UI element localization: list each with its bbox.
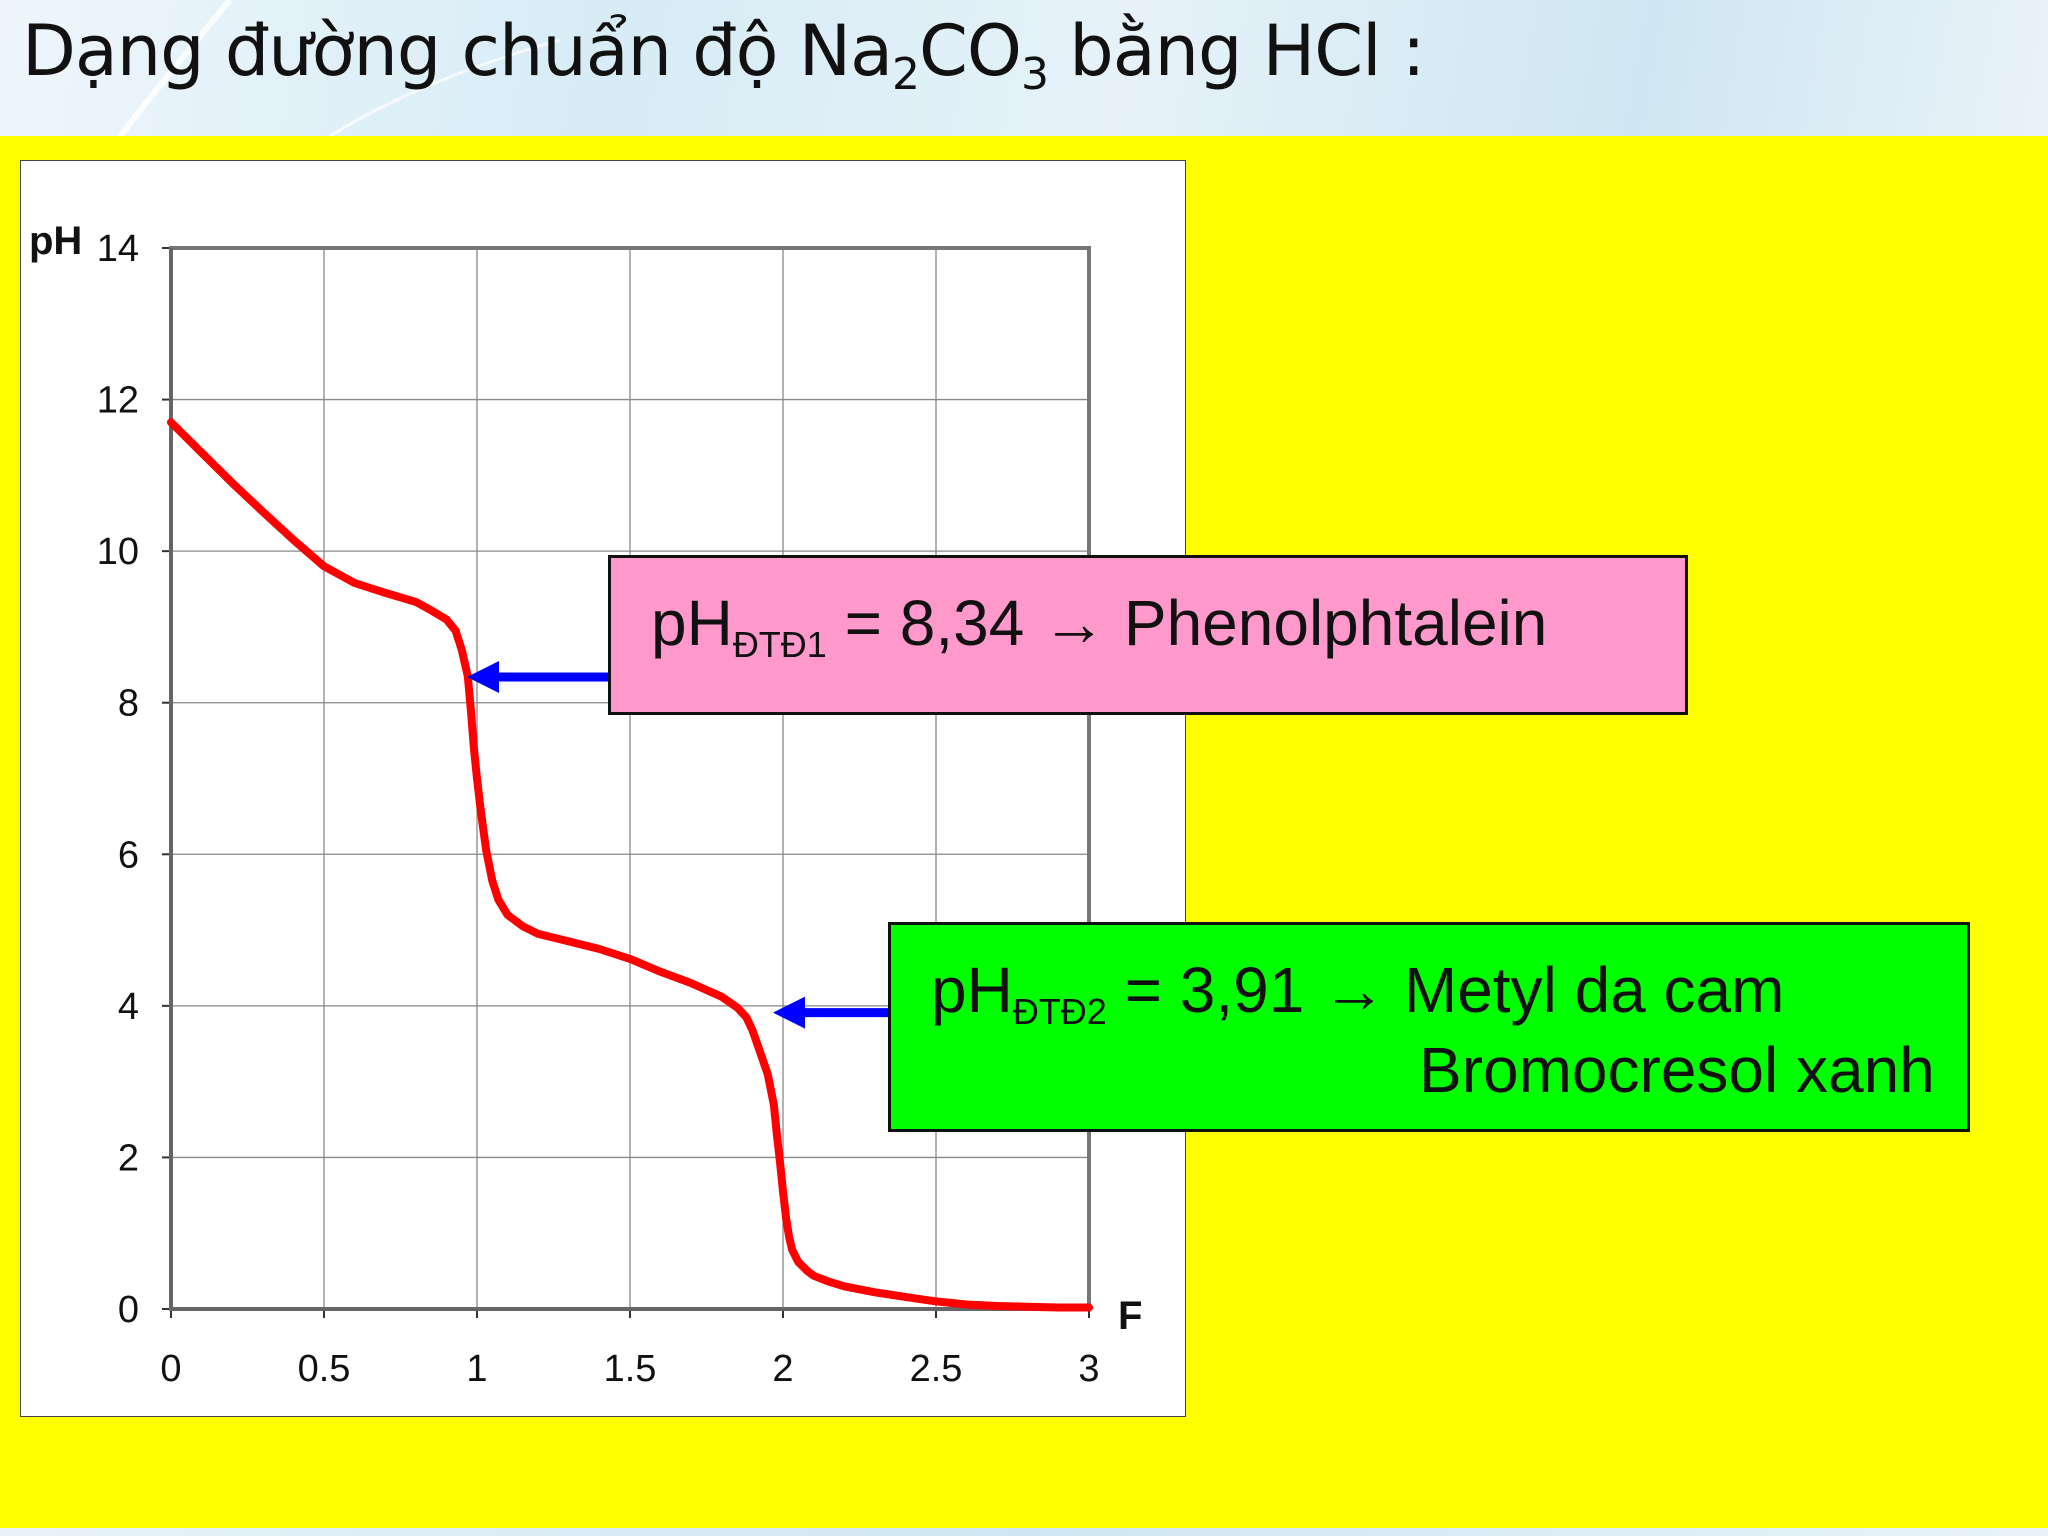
background-swoosh	[117, 0, 561, 136]
title-bar: Dạng đường chuẩn độ Na2CO3 bằng HCl :	[0, 0, 2048, 136]
title-text: Dạng đường chuẩn độ Na	[22, 10, 893, 92]
x-tick-label: 0	[160, 1348, 181, 1390]
title-text-co: CO	[919, 10, 1022, 92]
y-tick-label: 4	[118, 986, 139, 1028]
x-axis-label: F	[1118, 1294, 1142, 1338]
y-tick-label: 0	[118, 1289, 139, 1331]
equivalence-arrow-head	[773, 996, 805, 1029]
y-tick-label: 6	[118, 834, 139, 876]
callout-1-text: = 8,34 → Phenolphtalein	[826, 587, 1548, 659]
y-tick-label: 2	[118, 1137, 139, 1179]
chart-panel: 0 0.5 1 1.5 2 2.5 3 0 2 4 6 8 10 12 14 pH F	[20, 160, 1186, 1417]
callout-2-subscript: ĐTĐ2	[1012, 991, 1107, 1032]
callout-1-subscript: ĐTĐ1	[732, 624, 827, 665]
y-tick-label: 10	[97, 531, 139, 573]
slide-title: Dạng đường chuẩn độ Na2CO3 bằng HCl :	[22, 10, 1425, 97]
x-tick-label: 1.5	[604, 1348, 657, 1390]
callout-1-prefix: pH	[651, 587, 733, 659]
y-tick-label: 14	[97, 228, 139, 270]
title-text-end: bằng HCl :	[1048, 10, 1425, 92]
callout-2-line2: Bromocresol xanh	[1419, 1034, 1935, 1106]
callout-equivalence-1: pHĐTĐ1 = 8,34 → Phenolphtalein	[608, 555, 1688, 715]
y-axis-label: pH	[29, 219, 82, 263]
x-tick-label: 2	[772, 1348, 793, 1390]
title-subscript-2: 2	[892, 49, 920, 100]
x-tick-label: 2.5	[910, 1348, 963, 1390]
bottom-strip	[0, 1528, 2048, 1536]
x-tick-label: 3	[1078, 1348, 1099, 1390]
titration-curve	[167, 418, 1093, 1312]
title-subscript-3: 3	[1021, 49, 1049, 100]
callout-2-text: = 3,91 → Metyl da cam	[1106, 954, 1785, 1026]
equivalence-arrow-head	[467, 660, 499, 693]
callout-equivalence-2: pHĐTĐ2 = 3,91 → Metyl da cam Bromocresol …	[888, 922, 1970, 1132]
x-tick-label: 0.5	[298, 1348, 351, 1390]
callout-2-prefix: pH	[931, 954, 1013, 1026]
y-tick-label: 12	[97, 380, 139, 422]
y-tick-label: 8	[118, 683, 139, 725]
titration-chart: 0 0.5 1 1.5 2 2.5 3 0 2 4 6 8 10 12 14 pH F	[29, 219, 1142, 1390]
x-tick-label: 1	[466, 1348, 487, 1390]
